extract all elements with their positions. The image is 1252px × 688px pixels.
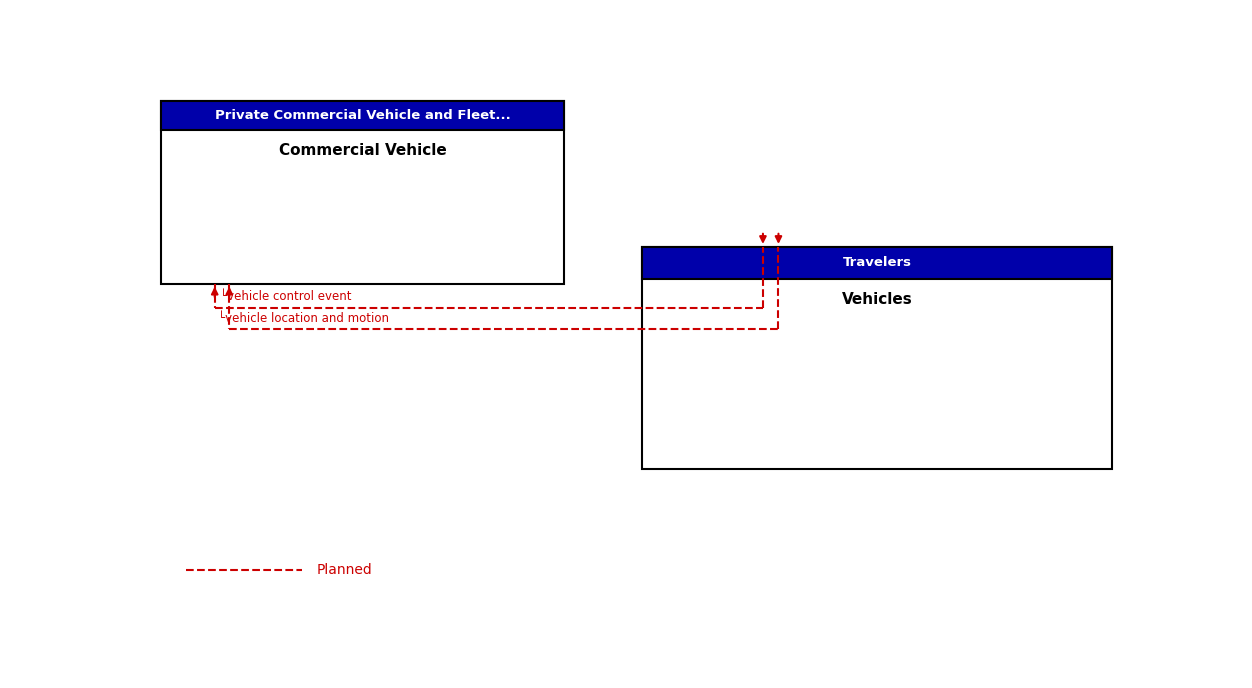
Bar (162, 101, 563, 284)
Text: └vehicle control event: └vehicle control event (219, 290, 351, 303)
Text: Travelers: Travelers (843, 256, 911, 269)
Text: Commercial Vehicle: Commercial Vehicle (279, 144, 447, 158)
Text: └vehicle location and motion: └vehicle location and motion (218, 312, 388, 325)
Bar (162, 101, 563, 130)
Text: Private Commercial Vehicle and Fleet...: Private Commercial Vehicle and Fleet... (215, 109, 511, 122)
Bar (641, 247, 1112, 279)
Bar (641, 247, 1112, 469)
Text: Planned: Planned (317, 563, 372, 577)
Text: Vehicles: Vehicles (841, 292, 913, 307)
